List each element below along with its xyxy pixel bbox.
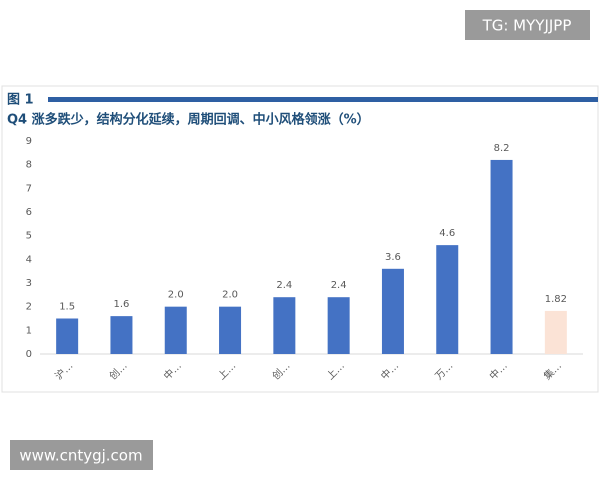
bar [327,297,350,354]
y-tick-label: 8 [26,160,32,171]
bar [273,297,296,354]
y-tick-label: 9 [26,136,32,147]
y-tick-label: 2 [26,302,32,313]
x-tick-label: 上… [216,360,239,383]
watermark-box [10,440,153,470]
chart-frame [1,85,599,393]
x-tick-label: 上… [324,360,347,383]
bar [110,316,133,354]
watermark: TG: MYYJJPP [482,17,572,35]
x-tick-label: 创… [269,359,292,382]
value-label: 8.2 [494,143,510,154]
bar [436,245,459,354]
x-tick-label: 集… [541,359,564,382]
value-label: 2.4 [331,280,347,291]
watermark: www.cntygj.com [19,447,142,465]
value-label: 2.4 [276,280,292,291]
figure-label: 图 1 [7,93,34,108]
y-tick-label: 4 [26,254,32,265]
y-tick-label: 1 [26,325,32,336]
bar [164,306,187,354]
y-tick-label: 3 [26,278,32,289]
x-tick-label: 沪… [52,359,75,382]
x-tick-label: 中… [378,359,401,382]
y-tick-label: 0 [26,349,32,360]
y-tick-label: 6 [26,207,32,218]
bar [219,306,242,354]
x-tick-label: 中… [486,359,509,382]
value-label: 3.6 [385,252,401,263]
chart-title: Q4 涨多跌少，结构分化延续，周期回调、中小风格领涨（%） [7,112,370,128]
header-rule [48,97,598,102]
x-tick-label: 创… [106,359,129,382]
y-tick-label: 5 [26,231,32,242]
bar [544,310,567,354]
y-tick-label: 7 [26,183,32,194]
bar [490,159,513,354]
value-label: 1.6 [113,299,129,310]
value-label: 1.82 [545,294,567,305]
value-label: 2.0 [222,290,238,301]
watermark-box [465,10,590,40]
x-tick-label: 中… [161,359,184,382]
bar [381,268,404,354]
x-tick-label: 万… [434,360,456,382]
bar [56,318,79,354]
value-label: 4.6 [439,228,455,239]
value-label: 1.5 [59,302,75,313]
value-label: 2.0 [168,290,184,301]
